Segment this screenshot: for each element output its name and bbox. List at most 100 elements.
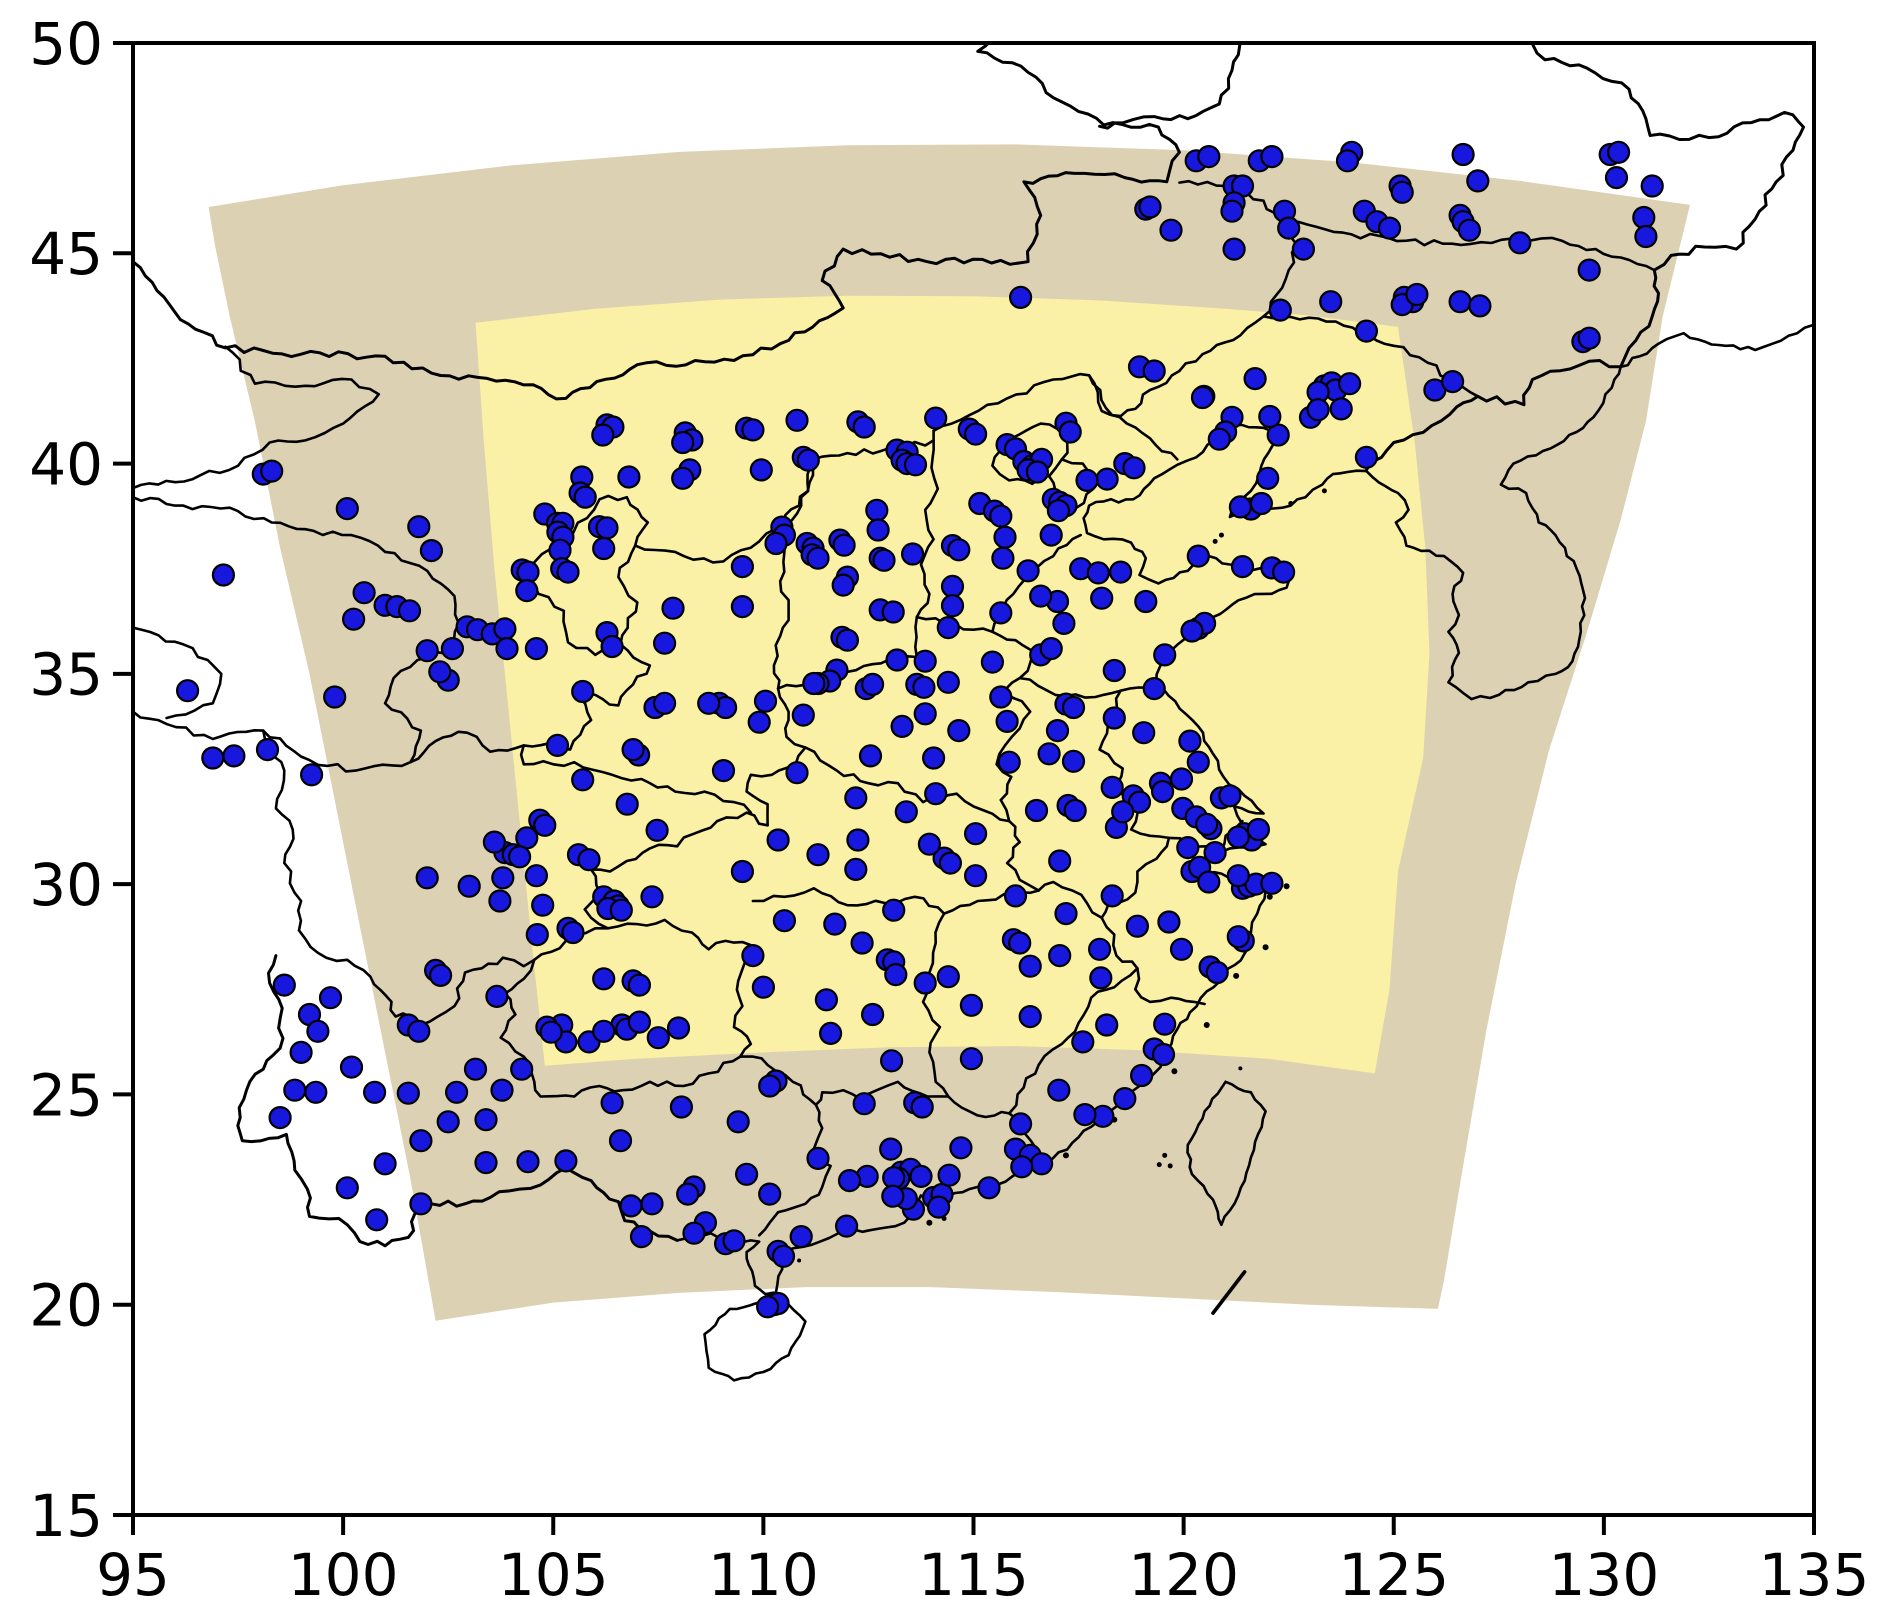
- station-dot: [1169, 767, 1194, 791]
- station-dot: [879, 1137, 903, 1161]
- station-dot: [818, 1021, 843, 1046]
- station-dot: [463, 1057, 488, 1081]
- station-dot: [176, 679, 200, 703]
- station-dot: [938, 851, 963, 875]
- islet-12: [1156, 1162, 1162, 1168]
- station-dot: [571, 679, 595, 704]
- province-boundary-6: [812, 429, 935, 461]
- province-boundary-37: [757, 1103, 832, 1237]
- station-dot: [1226, 864, 1250, 888]
- station-dot: [510, 1057, 534, 1081]
- x-tick-label-1: 100: [288, 1541, 399, 1609]
- station-dot: [571, 768, 595, 792]
- station-dot: [1008, 1112, 1033, 1136]
- station-dot: [415, 866, 439, 890]
- boundary-line-0: [1211, 1270, 1247, 1315]
- station-dot: [1029, 584, 1053, 608]
- national-boundary-4: [236, 954, 679, 1248]
- station-dot: [1577, 326, 1601, 350]
- station-dot: [306, 1019, 330, 1043]
- province-boundary-5: [772, 458, 816, 690]
- province-boundary-18: [1005, 819, 1040, 892]
- station-dot: [342, 607, 366, 631]
- station-dot: [912, 675, 936, 699]
- station-dot: [323, 685, 347, 709]
- station-dot: [1037, 742, 1061, 766]
- station-dot: [937, 1163, 961, 1187]
- station-dot: [1052, 611, 1076, 636]
- station-dot: [989, 504, 1013, 528]
- province-boundary-35: [1279, 218, 1656, 272]
- station-dot: [1010, 1155, 1034, 1179]
- islet-19: [1238, 1066, 1243, 1071]
- station-dot: [1197, 870, 1221, 894]
- station-dot: [1086, 561, 1110, 585]
- station-dot: [977, 1176, 1001, 1200]
- station-dot: [1024, 798, 1049, 823]
- islet-13: [1167, 1163, 1173, 1169]
- station-dot: [445, 1080, 469, 1104]
- station-dot: [600, 1091, 624, 1115]
- station-dot: [1061, 749, 1086, 773]
- station-dot: [474, 1150, 498, 1175]
- station-dot: [1335, 149, 1360, 173]
- station-dot: [428, 660, 452, 684]
- station-dot: [749, 458, 773, 482]
- station-dot: [771, 1244, 796, 1268]
- station-dot: [711, 758, 736, 783]
- station-dot: [577, 848, 601, 872]
- national-boundary-2: [1529, 43, 1805, 369]
- station-dot: [652, 691, 677, 715]
- station-dot: [806, 1146, 830, 1171]
- station-dot: [832, 533, 856, 557]
- station-dot: [722, 1229, 746, 1253]
- islet-5: [1203, 1022, 1210, 1029]
- station-dot: [609, 898, 633, 922]
- station-dot: [1129, 1063, 1154, 1088]
- station-dot: [493, 617, 517, 641]
- station-dot: [753, 689, 778, 713]
- island-outline-1: [703, 1301, 807, 1382]
- station-dot: [1039, 636, 1063, 661]
- station-dot: [666, 1016, 691, 1040]
- station-dot: [850, 931, 874, 955]
- station-dot: [879, 1049, 904, 1073]
- x-tick-label-4: 115: [918, 1541, 1029, 1609]
- station-dot: [627, 1010, 652, 1034]
- coastline-2: [1619, 323, 1814, 369]
- station-dot: [440, 636, 464, 661]
- station-dot: [989, 601, 1013, 625]
- station-dot: [1246, 817, 1271, 842]
- station-dot: [1100, 884, 1124, 908]
- station-dot: [396, 1081, 420, 1105]
- station-dot: [1075, 468, 1099, 492]
- station-dot: [1142, 359, 1166, 383]
- station-dot: [755, 1295, 780, 1319]
- station-dot: [1218, 784, 1242, 808]
- station-dot: [1048, 943, 1072, 968]
- station-dot: [1203, 840, 1227, 865]
- station-dot: [652, 631, 677, 655]
- station-dot: [615, 792, 639, 816]
- station-dot: [222, 744, 246, 768]
- station-dot: [645, 818, 669, 842]
- station-dot: [802, 671, 826, 696]
- province-boundary-8: [1087, 374, 1179, 461]
- station-dot: [1228, 495, 1253, 519]
- province-boundary-23: [1007, 967, 1139, 1115]
- station-dot: [621, 737, 645, 762]
- station-dot: [785, 408, 809, 432]
- station-dot: [1319, 290, 1343, 314]
- station-dot: [260, 459, 284, 483]
- station-dot: [1205, 960, 1229, 985]
- station-dot: [352, 581, 376, 605]
- islet-18: [797, 1258, 802, 1263]
- station-dot: [1405, 282, 1429, 307]
- station-dot: [1577, 258, 1601, 282]
- station-dot: [339, 1055, 364, 1079]
- station-dot: [772, 909, 797, 933]
- station-dot: [595, 516, 619, 540]
- islet-2: [1266, 893, 1273, 900]
- station-dot: [1258, 404, 1282, 429]
- station-dot: [940, 594, 965, 618]
